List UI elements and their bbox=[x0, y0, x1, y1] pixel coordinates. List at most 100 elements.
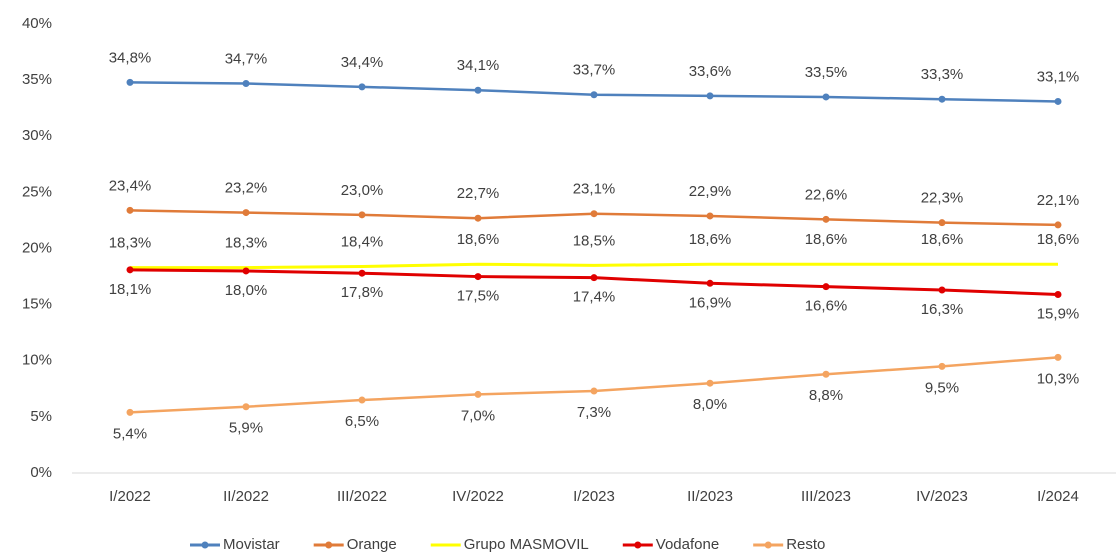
point bbox=[358, 396, 366, 404]
legend-label: Movistar bbox=[223, 536, 280, 553]
point bbox=[590, 210, 598, 218]
point bbox=[242, 209, 250, 217]
point bbox=[590, 91, 598, 99]
y-tick-label: 25% bbox=[22, 183, 52, 200]
legend-label: Orange bbox=[347, 536, 397, 553]
y-tick-label: 20% bbox=[22, 239, 52, 256]
point bbox=[126, 408, 134, 416]
y-tick-label: 30% bbox=[22, 127, 52, 144]
data-label: 7,0% bbox=[461, 407, 495, 424]
legend-label: Grupo MASMOVIL bbox=[464, 536, 589, 553]
data-label: 18,3% bbox=[225, 235, 268, 252]
point bbox=[242, 79, 250, 87]
data-label: 23,4% bbox=[109, 177, 152, 194]
point bbox=[474, 214, 482, 222]
legend-label: Resto bbox=[786, 536, 825, 553]
legend-label: Vodafone bbox=[656, 536, 719, 553]
data-label: 18,4% bbox=[341, 233, 384, 250]
legend-marker bbox=[201, 541, 209, 549]
data-label: 23,2% bbox=[225, 180, 268, 197]
point bbox=[822, 283, 830, 291]
series-line bbox=[130, 262, 1058, 270]
x-tick-label: I/2022 bbox=[109, 488, 151, 505]
x-tick-label: II/2022 bbox=[223, 488, 269, 505]
point bbox=[1054, 291, 1062, 299]
data-label: 34,8% bbox=[109, 49, 152, 66]
data-label: 18,5% bbox=[573, 232, 616, 249]
y-tick-label: 0% bbox=[30, 464, 52, 481]
data-label: 33,6% bbox=[689, 63, 732, 80]
data-label: 16,3% bbox=[921, 301, 964, 318]
data-label: 33,1% bbox=[1037, 68, 1080, 85]
data-label: 22,6% bbox=[805, 186, 848, 203]
x-tick-label: IV/2022 bbox=[452, 488, 504, 505]
point bbox=[822, 370, 830, 378]
point bbox=[358, 83, 366, 91]
data-label: 22,1% bbox=[1037, 192, 1080, 209]
data-label: 15,9% bbox=[1037, 305, 1080, 322]
data-label: 17,8% bbox=[341, 284, 384, 301]
y-tick-label: 35% bbox=[22, 71, 52, 88]
data-label: 18,6% bbox=[805, 231, 848, 248]
y-tick-label: 15% bbox=[22, 296, 52, 313]
point bbox=[126, 78, 134, 86]
point bbox=[706, 212, 714, 220]
data-label: 16,6% bbox=[805, 298, 848, 315]
point bbox=[126, 266, 134, 274]
x-tick-label: I/2023 bbox=[573, 488, 615, 505]
x-tick-label: I/2024 bbox=[1037, 488, 1079, 505]
point bbox=[242, 267, 250, 275]
data-label: 22,3% bbox=[921, 190, 964, 207]
data-label: 17,5% bbox=[457, 288, 500, 305]
data-label: 34,4% bbox=[341, 54, 384, 71]
data-label: 9,5% bbox=[925, 379, 959, 396]
data-label: 18,1% bbox=[109, 281, 152, 298]
point bbox=[1054, 221, 1062, 229]
x-tick-label: III/2022 bbox=[337, 488, 387, 505]
point bbox=[358, 269, 366, 277]
data-label: 18,3% bbox=[109, 235, 152, 252]
data-label: 34,7% bbox=[225, 50, 268, 67]
data-label: 18,6% bbox=[457, 231, 500, 248]
legend-marker bbox=[764, 541, 772, 549]
point bbox=[474, 86, 482, 94]
point bbox=[474, 273, 482, 281]
data-label: 22,7% bbox=[457, 185, 500, 202]
point bbox=[126, 206, 134, 214]
x-tick-label: II/2023 bbox=[687, 488, 733, 505]
data-label: 33,5% bbox=[805, 64, 848, 81]
y-tick-label: 5% bbox=[30, 408, 52, 425]
point bbox=[590, 387, 598, 395]
data-label: 18,0% bbox=[225, 282, 268, 299]
data-label: 5,9% bbox=[229, 420, 263, 437]
data-label: 18,6% bbox=[1037, 231, 1080, 248]
data-label: 34,1% bbox=[457, 57, 500, 74]
data-label: 22,9% bbox=[689, 183, 732, 200]
point bbox=[706, 92, 714, 100]
data-label: 8,8% bbox=[809, 387, 843, 404]
point bbox=[1054, 97, 1062, 105]
x-tick-label: IV/2023 bbox=[916, 488, 968, 505]
point bbox=[938, 362, 946, 370]
point bbox=[590, 274, 598, 282]
point bbox=[822, 215, 830, 223]
point bbox=[938, 286, 946, 294]
y-tick-label: 10% bbox=[22, 352, 52, 369]
data-label: 10,3% bbox=[1037, 370, 1080, 387]
legend-marker bbox=[634, 541, 642, 549]
data-label: 6,5% bbox=[345, 413, 379, 430]
data-label: 23,1% bbox=[573, 181, 616, 198]
data-label: 33,3% bbox=[921, 66, 964, 83]
point bbox=[1054, 353, 1062, 361]
legend-marker bbox=[325, 541, 333, 549]
data-label: 16,9% bbox=[689, 294, 732, 311]
y-tick-label: 40% bbox=[22, 15, 52, 32]
x-tick-label: III/2023 bbox=[801, 488, 851, 505]
data-label: 18,6% bbox=[689, 231, 732, 248]
point bbox=[358, 211, 366, 219]
data-label: 8,0% bbox=[693, 396, 727, 413]
point bbox=[242, 403, 250, 411]
point bbox=[822, 93, 830, 101]
